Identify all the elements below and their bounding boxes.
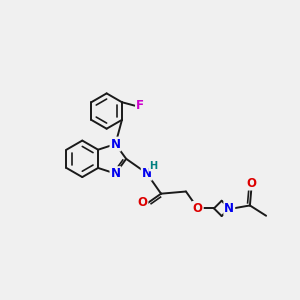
Text: N: N <box>110 167 120 180</box>
Text: N: N <box>142 167 152 180</box>
Text: H: H <box>149 161 157 171</box>
Text: O: O <box>137 196 148 209</box>
Text: O: O <box>246 177 256 190</box>
Text: O: O <box>193 202 203 215</box>
Text: N: N <box>224 202 234 215</box>
Text: F: F <box>136 99 144 112</box>
Text: N: N <box>110 138 120 151</box>
